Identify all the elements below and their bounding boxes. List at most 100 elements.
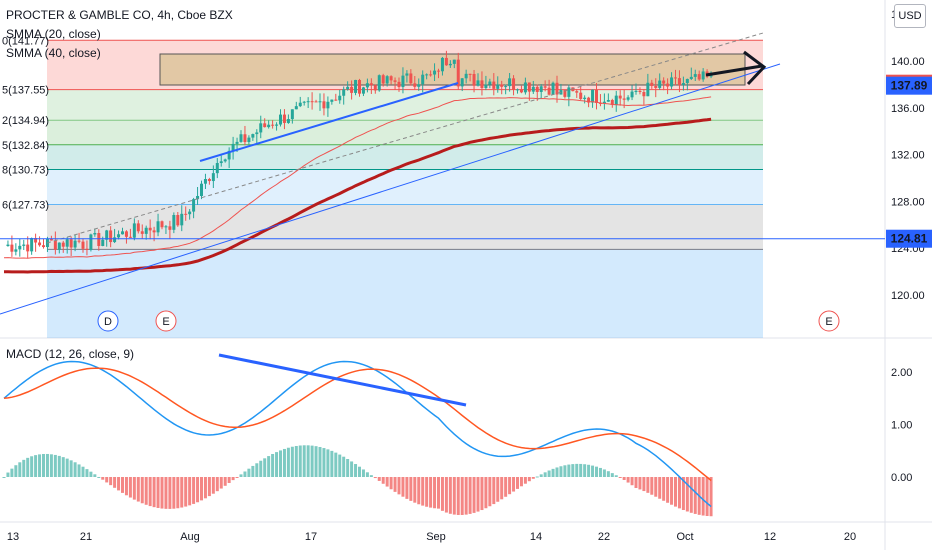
histogram-bar — [26, 457, 30, 477]
candle-body — [575, 91, 579, 93]
histogram-bar — [160, 477, 164, 509]
candle-body — [334, 99, 338, 101]
histogram-bar — [188, 477, 192, 506]
candle-body — [298, 102, 302, 107]
candle-body — [642, 92, 646, 97]
candle-body — [105, 230, 109, 240]
time-tick-label: Oct — [676, 531, 693, 543]
histogram-bar — [405, 477, 409, 499]
histogram-bar — [156, 477, 160, 508]
histogram-bar — [381, 477, 385, 484]
candle-body — [243, 134, 247, 143]
event-marker-label: E — [162, 316, 169, 328]
histogram-bar — [626, 477, 630, 483]
histogram-bar — [318, 446, 322, 477]
candle-body — [322, 101, 326, 109]
candle-body — [196, 195, 200, 200]
histogram-bar — [618, 477, 622, 478]
candle-body — [373, 85, 377, 91]
candle-body — [144, 227, 148, 234]
time-tick-label: 21 — [80, 531, 92, 543]
histogram-bar — [579, 463, 583, 477]
candle-body — [30, 238, 34, 252]
histogram-bar — [203, 477, 207, 499]
histogram-bar — [144, 477, 148, 505]
histogram-bar — [456, 477, 460, 515]
candle-body — [444, 57, 448, 66]
histogram-bar — [689, 477, 693, 513]
histogram-bar — [385, 477, 389, 487]
candle-body — [140, 231, 144, 234]
candle-body — [310, 101, 314, 103]
histogram-bar — [610, 473, 614, 477]
histogram-bar — [701, 477, 705, 516]
histogram-bar — [496, 477, 500, 502]
histogram-bar — [598, 467, 602, 477]
candle-body — [279, 114, 282, 125]
histogram-bar — [211, 477, 215, 494]
candle-body — [674, 77, 677, 79]
candle-body — [508, 78, 512, 87]
price-tick-label: 136.00 — [891, 103, 925, 115]
histogram-bar — [571, 464, 575, 477]
histogram-bar — [172, 477, 176, 509]
long-trendline — [0, 63, 781, 315]
price-badge-label: 124.81 — [891, 232, 928, 246]
candle-body — [275, 124, 279, 126]
smma20-line — [3, 96, 712, 259]
candle-body — [437, 70, 440, 72]
histogram-bar — [314, 446, 318, 477]
histogram-bar — [681, 477, 685, 511]
candle-body — [496, 84, 500, 89]
candle-body — [591, 89, 595, 103]
histogram-bar — [397, 477, 401, 495]
chart-title: PROCTER & GAMBLE CO, 4h, Cboe BZX — [6, 8, 233, 22]
histogram-bar — [662, 477, 666, 501]
histogram-bar — [555, 467, 559, 477]
candle-body — [211, 173, 215, 182]
candle-body — [306, 101, 310, 103]
histogram-bar — [330, 450, 334, 477]
candle-body — [472, 73, 476, 86]
candle-body — [452, 59, 456, 64]
histogram-bar — [393, 477, 397, 492]
candle-body — [271, 124, 275, 126]
histogram-bar — [247, 468, 251, 477]
histogram-bar — [235, 477, 239, 478]
histogram-bar — [591, 465, 595, 477]
candle-body — [365, 83, 369, 88]
histogram-bar — [164, 477, 168, 509]
histogram-bar — [239, 474, 243, 477]
currency-unit[interactable]: USD — [894, 4, 926, 28]
candle-body — [618, 95, 622, 99]
histogram-bar — [547, 470, 551, 477]
candle-body — [61, 242, 65, 247]
dashed-channel — [46, 32, 764, 244]
candle-body — [547, 87, 551, 95]
histogram-bar — [575, 463, 579, 477]
histogram-bar — [539, 474, 543, 477]
candle-body — [666, 83, 670, 87]
candle-body — [223, 159, 227, 162]
histogram-bar — [413, 477, 417, 503]
candle-body — [113, 237, 117, 243]
histogram-bar — [200, 477, 203, 501]
candle-body — [65, 239, 69, 247]
candle-body — [555, 82, 559, 95]
candle-body — [369, 83, 373, 86]
histogram-bar — [389, 477, 393, 490]
histogram-bar — [259, 460, 263, 477]
candle-body — [132, 223, 136, 238]
candle-body — [480, 80, 484, 88]
fib-label: 8(130.73) — [2, 164, 49, 176]
chart-legend: PROCTER & GAMBLE CO, 4h, Cboe BZX SMMA (… — [6, 6, 233, 63]
histogram-bar — [504, 477, 508, 497]
candle-body — [401, 75, 405, 88]
histogram-bar — [306, 445, 310, 477]
histogram-bar — [121, 477, 124, 493]
histogram-bar — [350, 461, 354, 477]
candle-body — [650, 82, 654, 86]
candle-body — [539, 86, 543, 92]
arrow-head — [743, 50, 767, 86]
